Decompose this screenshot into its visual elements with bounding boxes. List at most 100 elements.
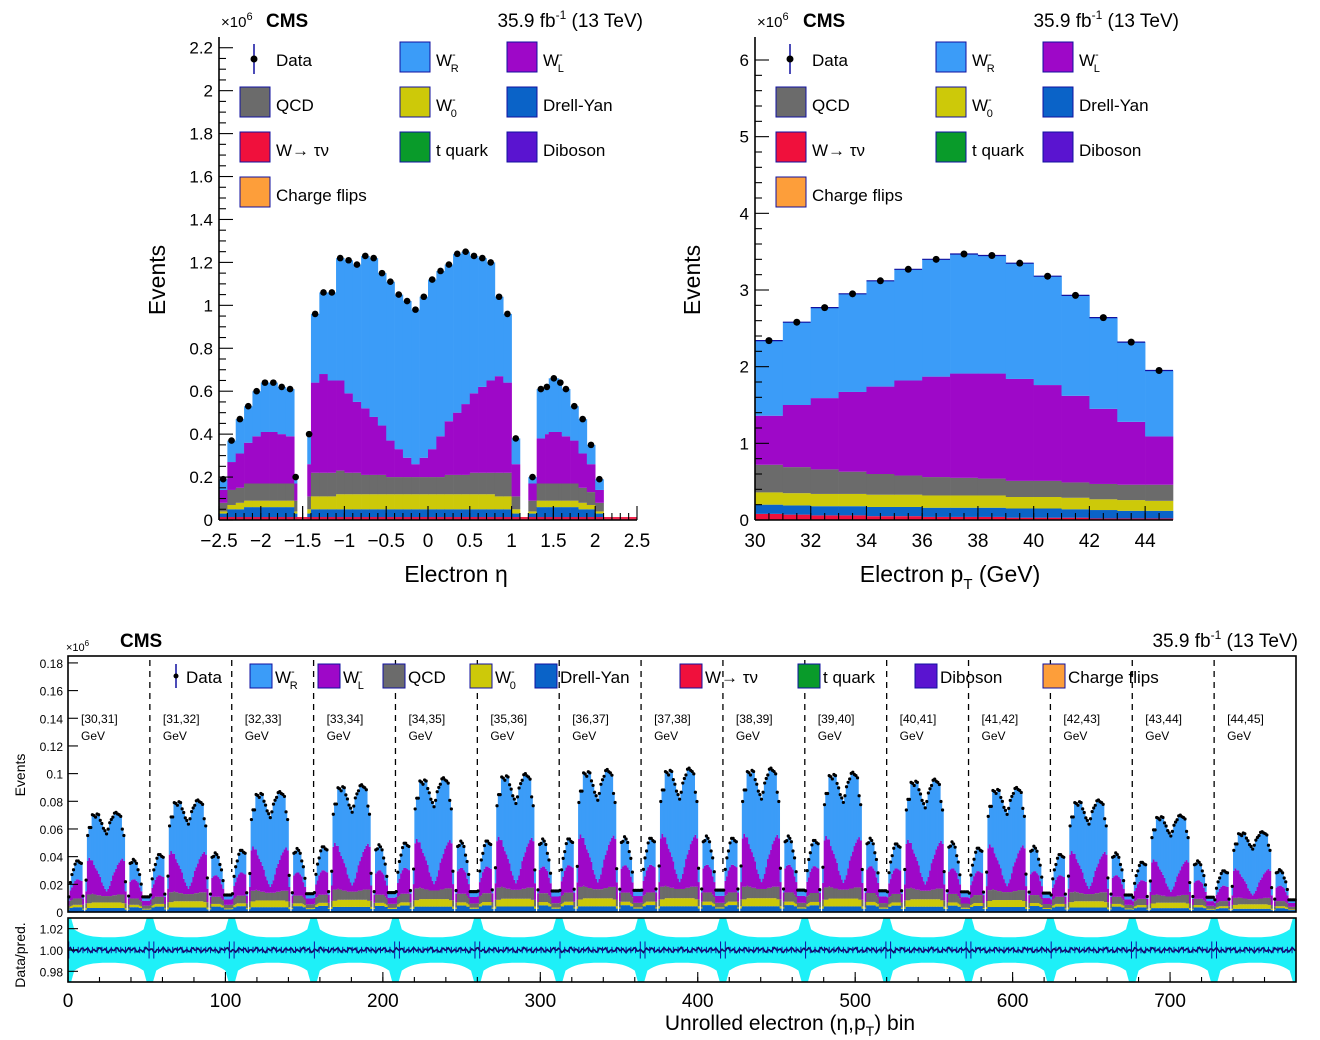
unrolled-bar <box>222 900 225 906</box>
unrolled-bar <box>836 898 839 907</box>
unrolled-bar <box>159 906 162 912</box>
unrolled-bar <box>340 855 343 890</box>
eta-bar-qcd <box>558 483 563 501</box>
pt-ytick-label: 6 <box>740 51 749 70</box>
unrolled-bar <box>557 903 560 908</box>
unrolled-bar <box>1187 903 1190 909</box>
unrolled-bar <box>1055 903 1058 907</box>
eta-data-point <box>311 310 319 318</box>
unrolled-bar <box>179 901 182 908</box>
unrolled-bar <box>507 906 510 912</box>
pt-bar-w0 <box>838 493 867 507</box>
pt-data-point <box>1044 272 1052 280</box>
eta-bar-w_r <box>377 273 387 426</box>
unrolled-bar <box>1078 893 1081 902</box>
unrolled-bar <box>937 899 940 907</box>
unrolled-bar <box>955 872 958 894</box>
unrolled-bar <box>1206 908 1209 910</box>
unrolled-bar <box>182 894 185 902</box>
unrolled-bar <box>1231 895 1234 905</box>
eta-bar-w_l <box>548 431 560 484</box>
unrolled-bar <box>592 889 595 899</box>
unrolled-bar <box>324 871 327 895</box>
unrolled-bar <box>620 892 623 902</box>
unrolled-bar <box>485 893 488 903</box>
eta-bar-w0 <box>307 509 312 514</box>
unrolled-bar <box>985 872 988 887</box>
unrolled-data-point <box>407 844 411 849</box>
unrolled-bar <box>559 902 562 908</box>
pt-bar-w_r <box>922 259 951 377</box>
unrolled-bar <box>400 905 403 912</box>
pt-bar-w_l <box>1089 408 1118 484</box>
pt-bar-w_r <box>977 255 1007 374</box>
unrolled-bar <box>1000 868 1002 892</box>
unrolled-bar <box>1074 901 1076 908</box>
unrolled-bar <box>121 858 124 895</box>
unrolled-bar <box>420 782 423 849</box>
unrolled-bar <box>648 864 651 893</box>
unrolled-bar <box>585 849 588 887</box>
eta-bar-drell-yan <box>307 513 312 520</box>
unrolled-bar <box>85 891 88 904</box>
unrolled-bar <box>691 898 694 907</box>
unrolled-bar <box>970 907 973 912</box>
unrolled-bar <box>1209 901 1212 906</box>
unrolled-bar <box>1201 883 1204 899</box>
unrolled-bar <box>1155 817 1158 862</box>
unrolled-bar <box>623 836 626 866</box>
unrolled-bar <box>138 908 141 912</box>
unrolled-bar <box>711 876 714 895</box>
unrolled-bar <box>847 868 850 890</box>
unrolled-bar <box>946 893 949 903</box>
unrolled-bar <box>1210 901 1213 906</box>
unrolled-bar <box>730 838 733 865</box>
unrolled-bar <box>933 779 936 855</box>
unrolled-bar <box>116 908 119 912</box>
unrolled-bar <box>119 816 122 861</box>
unrolled-bar <box>367 843 370 890</box>
unrolled-bar <box>104 902 107 909</box>
unrolled-bar <box>330 871 333 886</box>
unrolled-bar <box>1170 836 1173 892</box>
unrolled-bar <box>1081 893 1084 902</box>
unrolled-bar <box>471 903 474 908</box>
unrolled-bar <box>419 780 422 843</box>
unrolled-bar <box>861 906 864 909</box>
unrolled-bar <box>710 892 713 902</box>
unrolled-bar <box>760 882 763 889</box>
unrolled-bar <box>604 770 607 855</box>
unrolled-bar <box>910 887 913 900</box>
unrolled-bar <box>286 819 289 851</box>
unrolled-bar <box>1025 874 1028 887</box>
unrolled-bar <box>636 908 639 912</box>
unrolled-bar <box>1083 812 1086 879</box>
unrolled-bar <box>1170 908 1173 912</box>
unrolled-bar <box>85 880 88 892</box>
unrolled-bar <box>886 891 889 898</box>
unrolled-bar <box>1159 894 1162 903</box>
unrolled-bar <box>708 892 711 902</box>
unrolled-bar <box>362 786 365 852</box>
eta-bar-w_l <box>436 436 446 478</box>
unrolled-bar <box>726 906 729 912</box>
unrolled-bar <box>343 890 346 900</box>
unrolled-bar <box>776 834 779 887</box>
unrolled-bar <box>600 889 603 899</box>
unrolled-bar <box>979 903 982 907</box>
unrolled-bar <box>707 892 710 902</box>
unrolled-data-point <box>249 817 254 822</box>
unrolled-bar <box>463 846 466 871</box>
unrolled-bar <box>151 905 154 908</box>
unrolled-data-point <box>166 874 170 878</box>
unrolled-bar <box>619 901 621 908</box>
unrolled-bar <box>319 850 322 873</box>
unrolled-bar <box>181 901 184 908</box>
unrolled-bar <box>1203 900 1206 906</box>
unrolled-bar <box>489 905 492 912</box>
unrolled-bar <box>1255 899 1258 905</box>
unrolled-bar <box>1217 881 1220 893</box>
eta-legend-swatch-wtau <box>239 131 271 163</box>
eta-bar-w_r <box>369 258 379 417</box>
unrolled-bar <box>1069 825 1072 855</box>
